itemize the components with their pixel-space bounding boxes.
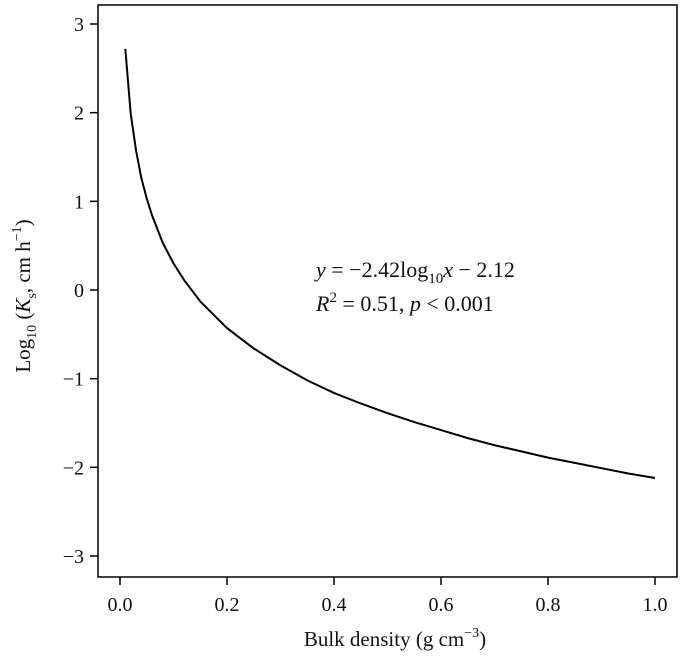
y-tick-label: 3 bbox=[74, 14, 84, 36]
series-line bbox=[124, 48, 656, 479]
x-axis-title: Bulk density (g cm−3) bbox=[304, 626, 486, 651]
y-tick-label: −3 bbox=[63, 546, 84, 568]
x-axis: 0.0 0.2 0.4 0.6 0.8 1.0 bbox=[108, 577, 668, 616]
y-tick-label: 0 bbox=[74, 280, 84, 302]
y-axis: −3 −2 −1 0 1 2 3 bbox=[63, 14, 98, 568]
x-tick-label: 0.0 bbox=[108, 594, 133, 616]
y-tick-label: −2 bbox=[63, 457, 84, 479]
plot-frame bbox=[97, 4, 678, 578]
x-tick-label: 0.4 bbox=[322, 594, 347, 616]
y-tick-label: 1 bbox=[74, 191, 84, 213]
equation-annotation: y = −2.42log10x − 2.12 bbox=[314, 257, 515, 287]
y-tick-label: −1 bbox=[63, 369, 84, 391]
y-tick-label: 2 bbox=[74, 103, 84, 125]
x-tick-label: 0.8 bbox=[536, 594, 561, 616]
x-tick-label: 1.0 bbox=[643, 594, 668, 616]
x-tick-label: 0.2 bbox=[215, 594, 240, 616]
fit-stats-annotation: R2 = 0.51, p < 0.001 bbox=[315, 290, 494, 316]
y-axis-title: Log10 (Ks, cm h−1) bbox=[10, 219, 40, 372]
x-tick-label: 0.6 bbox=[429, 594, 454, 616]
